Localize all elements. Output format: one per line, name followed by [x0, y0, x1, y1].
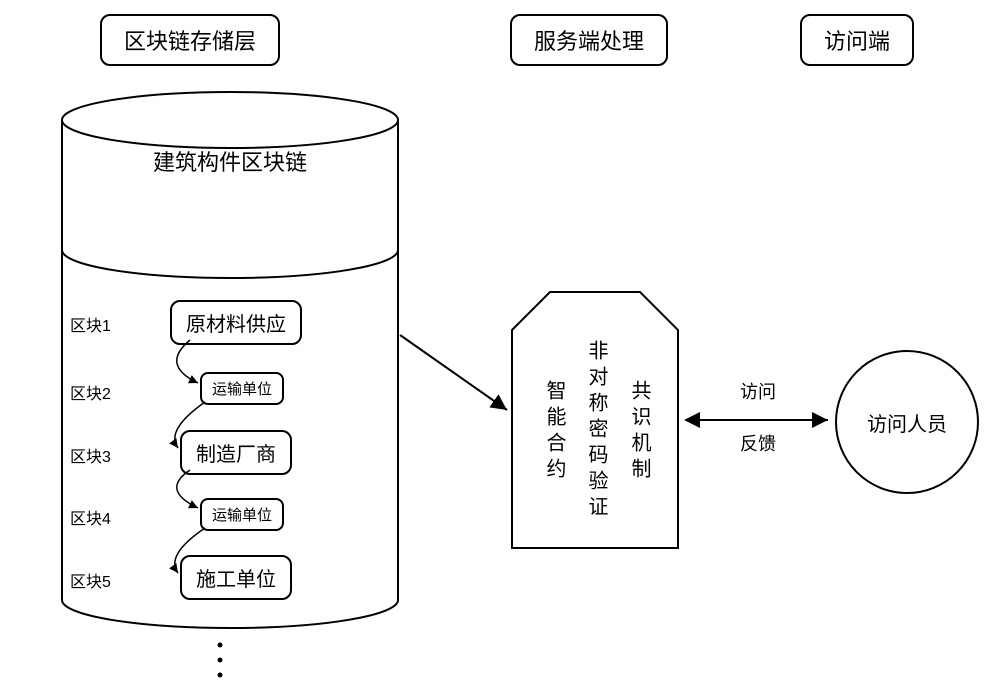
service-item-1: 智能合约 [540, 380, 569, 484]
block-label-3: 区块3 [70, 443, 111, 467]
header-access: 访问端 [800, 14, 914, 66]
service-item-3: 共识机制 [625, 380, 654, 484]
arrow-storage-to-service [395, 300, 515, 440]
block-box-3: 制造厂商 [180, 430, 292, 475]
blockchain-cylinder: 建筑构件区块链 区块1 区块2 区块3 区块4 区块5 原材料供应 运输单位 制… [60, 90, 400, 630]
block-box-5: 施工单位 [180, 555, 292, 600]
header-service: 服务端处理 [510, 14, 668, 66]
block-box-4: 运输单位 [200, 498, 284, 531]
arrow-label-feedback: 反馈 [740, 430, 776, 456]
service-item-2: 非对称密码验证 [582, 340, 611, 522]
ellipsis-icon [215, 640, 235, 690]
arrow-label-access: 访问 [740, 378, 776, 404]
header-storage: 区块链存储层 [100, 14, 280, 66]
block-label-4: 区块4 [70, 505, 111, 529]
block-label-5: 区块5 [70, 568, 111, 592]
block-label-2: 区块2 [70, 380, 111, 404]
block-box-1: 原材料供应 [170, 300, 302, 345]
access-person-circle: 访问人员 [835, 350, 979, 494]
block-label-1: 区块1 [70, 312, 111, 336]
service-box: 智能合约 非对称密码验证 共识机制 [510, 290, 680, 550]
access-person-label: 访问人员 [867, 408, 947, 437]
block-box-2: 运输单位 [200, 372, 284, 405]
cylinder-title: 建筑构件区块链 [60, 145, 400, 177]
